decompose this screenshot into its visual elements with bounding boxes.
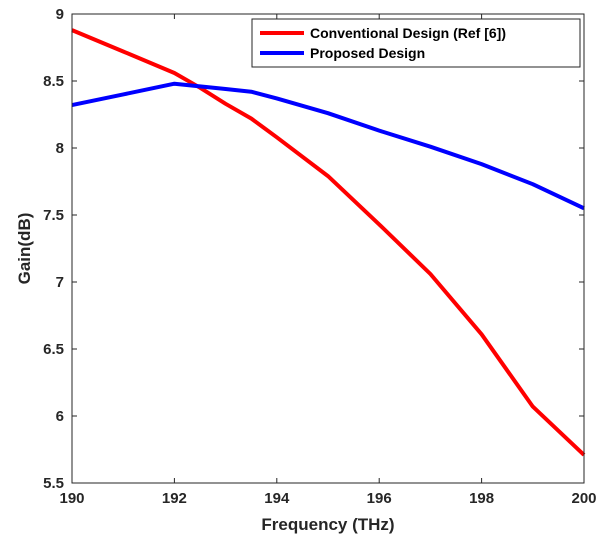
x-tick-label: 190	[59, 490, 84, 507]
x-tick-label: 196	[367, 490, 392, 507]
legend-box	[251, 18, 581, 68]
x-tick-label: 194	[264, 490, 290, 507]
y-tick-label: 9	[56, 6, 64, 23]
legend: Conventional Design (Ref [6]) Proposed De…	[251, 18, 581, 68]
y-tick-label: 6	[56, 408, 64, 425]
series-layer	[71, 28, 586, 457]
x-axis-label: Frequency (THz)	[261, 515, 394, 534]
legend-label-2: Proposed Design	[310, 45, 425, 61]
series-line-1	[71, 28, 586, 457]
y-tick-label: 6.5	[43, 341, 64, 358]
y-tick-label: 5.5	[43, 475, 64, 492]
x-tick-label: 192	[162, 490, 187, 507]
axes-layer: 190 192 194 196 198 200 5.5 6 6.5 7 7.5 8 8.5 9	[43, 6, 596, 507]
y-tick-label: 7	[56, 274, 64, 291]
legend-label-1: Conventional Design (Ref [6])	[310, 25, 506, 41]
series-line-2	[71, 81, 585, 211]
y-tick-label: 8	[56, 140, 64, 157]
plot-area	[72, 14, 584, 483]
x-tick-label: 198	[469, 490, 494, 507]
y-tick-label: 8.5	[43, 73, 64, 90]
y-axis-label: Gain(dB)	[15, 213, 34, 285]
x-tick-label: 200	[571, 490, 596, 507]
plot-background	[72, 14, 584, 483]
y-tick-label: 7.5	[43, 207, 64, 224]
axes-box	[71, 13, 585, 484]
